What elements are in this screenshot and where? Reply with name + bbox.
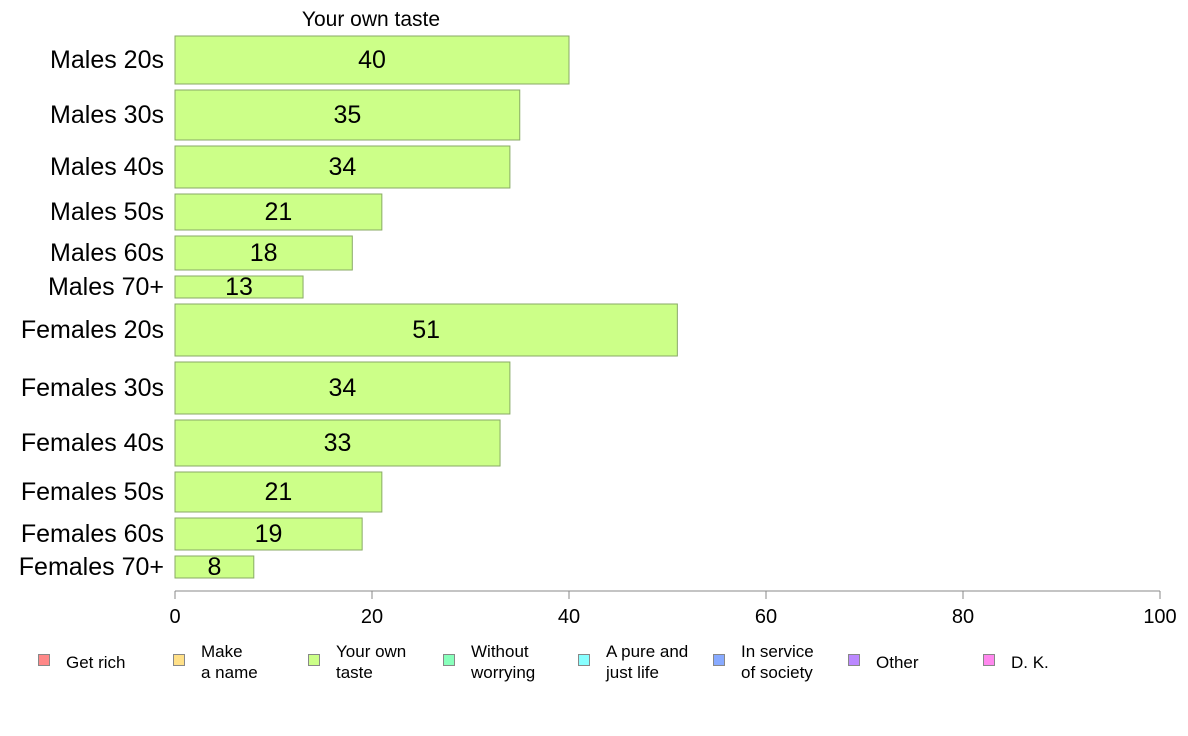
bars-group: Males 20s 40 Males 30s 35 Males 40s 34 Males 5… — [19, 35, 678, 581]
legend-label: Without worrying — [471, 642, 536, 682]
data-label: 34 — [329, 153, 357, 181]
data-label: 33 — [324, 429, 352, 457]
data-label: 19 — [255, 520, 283, 548]
legend-label: Your own taste — [336, 642, 407, 682]
category-label: Males 20s — [50, 46, 164, 74]
bar-females-50s — [174, 471, 383, 513]
legend-label: Make a name — [201, 642, 258, 682]
bar-females-70 — [174, 555, 255, 579]
x-tick-label: 100 — [1143, 606, 1176, 628]
legend-label: D. K. — [1011, 652, 1049, 672]
category-label: Males 40s — [50, 153, 164, 181]
bar-males-20s — [174, 35, 570, 85]
legend-label: A pure and just life — [606, 642, 689, 682]
data-label: 21 — [265, 478, 293, 506]
category-label: Females 70+ — [19, 553, 164, 581]
legend: Get rich Make a name Your own taste Without… — [38, 640, 1138, 684]
x-tick-label: 60 — [755, 606, 777, 628]
x-tick-label: 0 — [169, 606, 180, 628]
legend-label: In service of society — [741, 642, 814, 682]
legend-swatch — [308, 654, 320, 666]
bar-females-40s — [174, 419, 501, 467]
legend-swatch — [713, 654, 725, 666]
bar-females-20s — [174, 303, 678, 357]
legend-swatch — [848, 654, 860, 666]
data-label: 35 — [333, 101, 361, 129]
data-label: 13 — [225, 273, 253, 301]
category-label: Males 60s — [50, 239, 164, 267]
legend-swatch — [38, 654, 50, 666]
data-label: 8 — [207, 553, 221, 581]
bar-males-50s — [174, 193, 383, 231]
legend-swatch — [578, 654, 590, 666]
bar-males-60s — [174, 235, 353, 271]
data-label: 40 — [358, 46, 386, 74]
category-label: Females 30s — [21, 374, 164, 402]
x-tick-label: 20 — [361, 606, 383, 628]
chart-title: Your own taste — [302, 8, 440, 31]
bar-males-30s — [174, 89, 521, 141]
category-label: Females 50s — [21, 478, 164, 506]
bar-males-70 — [174, 275, 304, 299]
legend-swatch — [443, 654, 455, 666]
category-label: Females 20s — [21, 316, 164, 344]
data-label: 21 — [265, 198, 293, 226]
category-label: Males 70+ — [48, 273, 164, 301]
category-label: Males 50s — [50, 198, 164, 226]
category-label: Females 40s — [21, 429, 164, 457]
x-tick-label: 80 — [952, 606, 974, 628]
legend-label: Other — [876, 652, 919, 672]
bar-females-60s — [174, 517, 363, 551]
category-label: Females 60s — [21, 520, 164, 548]
data-label: 34 — [329, 374, 357, 402]
bar-females-30s — [174, 361, 511, 415]
data-label: 18 — [250, 239, 278, 267]
legend-label: Get rich — [66, 652, 126, 672]
legend-swatch — [983, 654, 995, 666]
bar-males-40s — [174, 145, 511, 189]
data-label: 51 — [412, 316, 440, 344]
x-tick-label: 40 — [558, 606, 580, 628]
category-label: Males 30s — [50, 101, 164, 129]
legend-swatch — [173, 654, 185, 666]
x-axis: 0 20 40 60 80 100 — [169, 590, 1177, 628]
